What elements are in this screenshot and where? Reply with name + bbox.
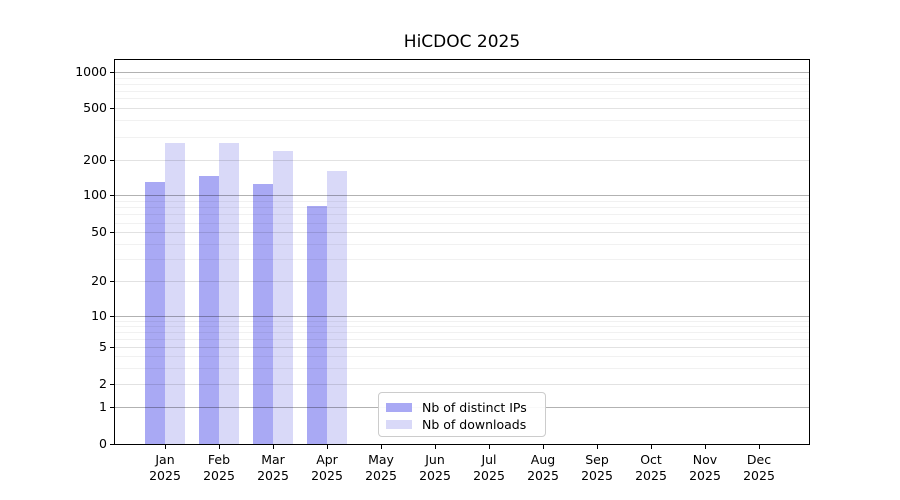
y-tick-mark <box>110 280 114 282</box>
y-tick-mark <box>110 347 114 349</box>
bar-distinct-ips-mar <box>253 183 273 444</box>
gridline-minor <box>115 83 809 85</box>
legend-swatch-downloads <box>386 419 412 429</box>
gridline-minor <box>115 120 809 122</box>
gridline-minor <box>115 356 809 358</box>
x-tick-mark <box>435 445 436 449</box>
y-tick-mark <box>110 443 114 445</box>
gridline-minor <box>115 207 809 209</box>
y-tick-label-1: 1 <box>99 399 107 415</box>
x-tick-label-jan: Jan 2025 <box>149 452 181 483</box>
legend: Nb of distinct IPs Nb of downloads <box>378 392 546 437</box>
x-tick-mark <box>165 445 166 449</box>
x-tick-label-feb: Feb 2025 <box>203 452 235 483</box>
y-tick-mark <box>110 107 114 109</box>
x-tick-mark <box>273 445 274 449</box>
gridline-1000 <box>115 72 809 74</box>
x-tick-mark <box>543 445 544 449</box>
gridline-minor <box>115 338 809 340</box>
x-tick-mark <box>705 445 706 449</box>
gridline-10 <box>115 315 809 317</box>
bar-downloads-feb <box>219 142 239 444</box>
y-tick-mark <box>110 315 114 317</box>
y-tick-label-20: 20 <box>91 272 107 288</box>
x-tick-label-jul: Jul 2025 <box>473 452 505 483</box>
gridline-2 <box>115 384 809 385</box>
gridline-minor <box>115 331 809 333</box>
bar-downloads-jan <box>165 142 185 444</box>
y-tick-mark <box>110 384 114 385</box>
legend-swatch-distinct-ips <box>386 402 412 412</box>
legend-item-distinct-ips: Nb of distinct IPs <box>379 399 545 415</box>
legend-item-downloads: Nb of downloads <box>379 416 545 432</box>
bar-downloads-apr <box>327 171 347 444</box>
x-tick-mark <box>219 445 220 449</box>
x-tick-mark <box>327 445 328 449</box>
gridline-5 <box>115 347 809 349</box>
x-tick-mark <box>489 445 490 449</box>
x-tick-label-dec: Dec 2025 <box>743 452 775 483</box>
bar-distinct-ips-feb <box>199 176 219 444</box>
gridline-minor <box>115 90 809 92</box>
plot-area <box>114 59 810 445</box>
gridline-500 <box>115 107 809 109</box>
gridline-minor <box>115 320 809 322</box>
x-tick-label-jun: Jun 2025 <box>419 452 451 483</box>
gridline-50 <box>115 232 809 234</box>
bar-distinct-ips-jan <box>145 181 165 444</box>
x-tick-label-nov: Nov 2025 <box>689 452 721 483</box>
y-tick-mark <box>110 195 114 197</box>
y-tick-label-1000: 1000 <box>75 64 107 80</box>
y-tick-mark <box>110 72 114 74</box>
y-tick-label-200: 200 <box>83 151 107 167</box>
y-tick-mark <box>110 232 114 234</box>
legend-label: Nb of downloads <box>422 416 527 432</box>
bar-distinct-ips-apr <box>307 205 327 444</box>
x-tick-label-sep: Sep 2025 <box>581 452 613 483</box>
chart-title: HiCDOC 2025 <box>403 32 521 52</box>
bar-downloads-mar <box>273 150 293 444</box>
gridline-minor <box>115 136 809 138</box>
gridline-100 <box>115 195 809 197</box>
gridline-minor <box>115 200 809 202</box>
x-tick-label-aug: Aug 2025 <box>527 452 559 483</box>
x-tick-mark <box>651 445 652 449</box>
gridline-minor <box>115 259 809 261</box>
y-tick-label-50: 50 <box>91 224 107 240</box>
x-tick-label-oct: Oct 2025 <box>635 452 667 483</box>
gridline-minor <box>115 244 809 246</box>
y-tick-label-100: 100 <box>83 187 107 203</box>
legend-label: Nb of distinct IPs <box>422 399 527 415</box>
x-tick-mark <box>759 445 760 449</box>
x-tick-label-mar: Mar 2025 <box>257 452 289 483</box>
gridline-minor <box>115 98 809 100</box>
x-tick-mark <box>597 445 598 449</box>
gridline-200 <box>115 159 809 161</box>
gridline-minor <box>115 77 809 79</box>
x-tick-label-apr: Apr 2025 <box>311 452 343 483</box>
y-tick-label-10: 10 <box>91 307 107 323</box>
y-tick-mark <box>110 407 114 409</box>
y-tick-label-500: 500 <box>83 99 107 115</box>
x-tick-mark <box>381 445 382 449</box>
x-tick-label-may: May 2025 <box>365 452 397 483</box>
gridline-20 <box>115 280 809 282</box>
y-tick-label-2: 2 <box>99 376 107 391</box>
gridline-minor <box>115 367 809 369</box>
gridline-minor <box>115 325 809 327</box>
y-tick-label-5: 5 <box>99 339 107 355</box>
gridline-minor <box>115 222 809 224</box>
y-tick-mark <box>110 159 114 161</box>
y-tick-label-0: 0 <box>99 435 107 451</box>
gridline-minor <box>115 214 809 216</box>
